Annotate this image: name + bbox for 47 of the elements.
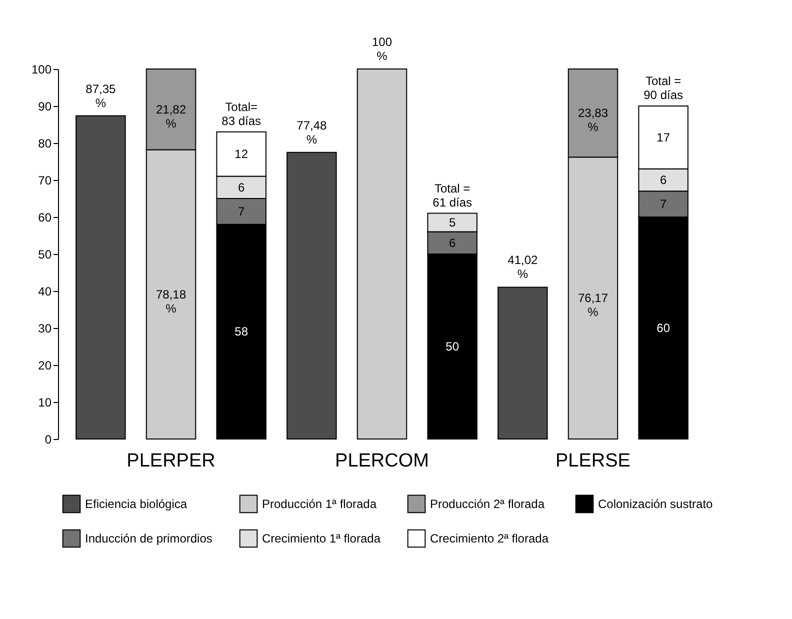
data-label: 50 <box>446 340 460 354</box>
data-label: 5 <box>448 216 456 230</box>
data-label: 6 <box>238 180 245 194</box>
y-tick-label: 20 <box>38 358 52 372</box>
data-label: 23,83 % <box>578 106 608 134</box>
total-label: Total = 61 días <box>432 181 472 210</box>
y-tick-label: 30 <box>38 322 52 336</box>
data-label: 7 <box>660 197 667 212</box>
legend-label: Crecimiento 2ª florada <box>430 532 549 546</box>
data-label: 41,02 % <box>508 253 538 282</box>
data-label: 76,17 % <box>578 291 608 320</box>
y-tick-label: 0 <box>44 432 52 446</box>
y-tick-label: 100 <box>31 62 52 76</box>
y-tick-label: 60 <box>38 210 52 224</box>
data-label: 100 % <box>372 35 392 63</box>
data-label: 6 <box>448 236 456 250</box>
y-tick-label: 50 <box>38 248 52 262</box>
data-label: 78,18 % <box>156 287 186 316</box>
data-label: 7 <box>238 204 245 218</box>
data-label: 6 <box>660 173 667 187</box>
data-label: 87,35 % <box>86 82 116 110</box>
x-tick-label: PLERSE <box>555 450 630 472</box>
legend-label: Inducción de primordios <box>85 532 212 546</box>
y-tick-label: 70 <box>38 174 52 188</box>
legend-label: Producción 2ª florada <box>430 496 545 511</box>
data-label: 77,48 % <box>296 118 328 146</box>
legend-label: Colonización sustrato <box>598 496 714 511</box>
bar <box>286 152 337 440</box>
data-label: 12 <box>234 147 248 162</box>
bar <box>356 68 408 440</box>
data-label: 58 <box>234 324 248 339</box>
data-label: 21,82 % <box>156 102 186 130</box>
legend-label: Crecimiento 1ª florada <box>262 532 381 546</box>
total-label: Total = 90 días <box>644 74 684 102</box>
data-label: 60 <box>656 321 670 335</box>
data-label: 17 <box>656 130 670 144</box>
y-tick-label: 10 <box>38 396 52 410</box>
total-label: Total= 83 días <box>222 100 262 128</box>
bar <box>498 286 548 440</box>
y-tick-label: 80 <box>38 136 52 150</box>
y-tick-label: 90 <box>38 100 52 114</box>
x-tick-label: PLERPER <box>126 450 216 472</box>
bar <box>76 115 126 440</box>
y-tick-label: 40 <box>38 284 52 298</box>
legend-label: Producción 1ª florada <box>262 496 377 511</box>
x-tick-label: PLERCOM <box>335 450 429 472</box>
legend-label: Eficiencia biológica <box>85 496 188 511</box>
